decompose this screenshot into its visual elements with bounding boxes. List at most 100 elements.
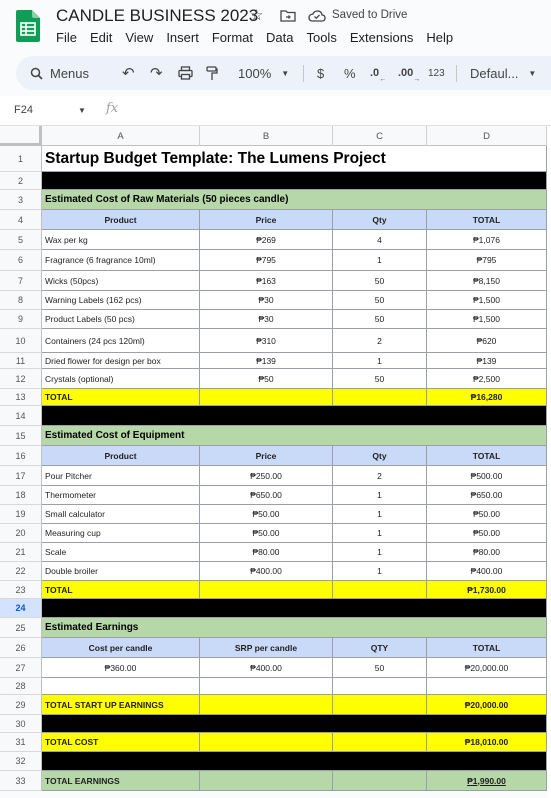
row-header[interactable]: 4 <box>0 210 42 230</box>
increase-decimal-button[interactable]: .00 → <box>398 56 420 90</box>
qty-cell[interactable]: 4 <box>333 230 427 250</box>
section-heading-cell[interactable]: Estimated Cost of Equipment <box>42 426 547 446</box>
column-label-cell[interactable]: TOTAL <box>427 638 547 658</box>
empty-cell[interactable] <box>42 678 200 695</box>
qty-cell[interactable]: 1 <box>333 486 427 505</box>
price-cell[interactable]: ₱310 <box>200 329 333 353</box>
menu-view[interactable]: View <box>125 30 154 45</box>
redo-icon[interactable]: ↷ <box>150 65 163 82</box>
separator-cell[interactable] <box>42 406 547 426</box>
row-header[interactable]: 6 <box>0 250 42 271</box>
menu-help[interactable]: Help <box>426 30 454 45</box>
decrease-decimal-button[interactable]: .0 ← <box>370 56 386 90</box>
percent-format-button[interactable]: % <box>344 65 356 81</box>
price-cell[interactable]: ₱50.00 <box>200 524 333 543</box>
row-header[interactable]: 31 <box>0 733 42 752</box>
column-label-cell[interactable]: Price <box>200 446 333 466</box>
empty-cell[interactable] <box>333 678 427 695</box>
star-icon[interactable]: ☆ <box>250 7 264 24</box>
more-formats-button[interactable]: 123 <box>428 67 445 79</box>
menu-file[interactable]: File <box>56 30 77 45</box>
item-name-cell[interactable]: Containers (24 pcs 120ml) <box>42 329 200 353</box>
row-header[interactable]: 9 <box>0 310 42 329</box>
font-select[interactable]: Defaul... ▼ <box>470 56 536 90</box>
row-header[interactable]: 2 <box>0 172 42 190</box>
price-cell[interactable]: ₱139 <box>200 353 333 369</box>
row-header[interactable]: 28 <box>0 678 42 695</box>
qty-cell[interactable]: 1 <box>333 543 427 562</box>
column-label-cell[interactable]: Product <box>42 210 200 230</box>
empty-cell[interactable] <box>200 389 333 406</box>
total-cell[interactable]: ₱80.00 <box>427 543 547 562</box>
item-name-cell[interactable]: Warning Labels (162 pcs) <box>42 291 200 310</box>
column-header-b[interactable]: B <box>200 126 333 146</box>
total-cell[interactable]: ₱795 <box>427 250 547 271</box>
total-earnings-value-cell[interactable]: ₱1,990.00 <box>427 771 547 791</box>
print-icon[interactable] <box>178 56 193 90</box>
currency-format-button[interactable]: $ <box>317 65 325 81</box>
empty-cell[interactable] <box>333 581 427 599</box>
row-header[interactable]: 11 <box>0 353 42 369</box>
empty-cell[interactable] <box>200 678 333 695</box>
zoom-select[interactable]: 100% ▼ <box>238 56 289 90</box>
item-name-cell[interactable]: Pour Pitcher <box>42 466 200 486</box>
empty-cell[interactable] <box>200 733 333 752</box>
name-box[interactable]: F24 <box>14 104 33 116</box>
row-header[interactable]: 5 <box>0 230 42 250</box>
total-earnings-label-cell[interactable]: TOTAL EARNINGS <box>42 771 200 791</box>
column-label-cell[interactable]: Cost per candle <box>42 638 200 658</box>
section-heading-cell[interactable]: Estimated Earnings <box>42 618 547 638</box>
price-cell[interactable]: ₱250.00 <box>200 466 333 486</box>
select-all-corner[interactable] <box>0 126 42 146</box>
row-header[interactable]: 15 <box>0 426 42 446</box>
section-heading-cell[interactable]: Estimated Cost of Raw Materials (50 piec… <box>42 190 547 210</box>
cost-per-candle-cell[interactable]: ₱360.00 <box>42 658 200 678</box>
total-value-cell[interactable]: ₱18,010.00 <box>427 733 547 752</box>
empty-cell[interactable] <box>333 771 427 791</box>
empty-cell[interactable] <box>200 695 333 715</box>
total-cell[interactable]: ₱139 <box>427 353 547 369</box>
sheets-logo-icon[interactable] <box>16 10 40 42</box>
item-name-cell[interactable]: Dried flower for design per box <box>42 353 200 369</box>
row-header[interactable]: 24 <box>0 599 42 618</box>
total-cell[interactable]: ₱1,500 <box>427 291 547 310</box>
separator-cell[interactable] <box>42 599 547 618</box>
empty-cell[interactable] <box>427 678 547 695</box>
menu-data[interactable]: Data <box>266 30 294 45</box>
price-cell[interactable]: ₱795 <box>200 250 333 271</box>
row-header[interactable]: 14 <box>0 406 42 426</box>
total-label-cell[interactable]: TOTAL <box>42 581 200 599</box>
separator-cell[interactable] <box>42 172 547 190</box>
row-header[interactable]: 17 <box>0 466 42 486</box>
move-to-folder-icon[interactable] <box>280 9 296 22</box>
row-header[interactable]: 19 <box>0 505 42 524</box>
menu-edit[interactable]: Edit <box>89 30 113 45</box>
row-header[interactable]: 3 <box>0 190 42 210</box>
sheet-title-cell[interactable]: Startup Budget Template: The Lumens Proj… <box>42 146 547 172</box>
row-header[interactable]: 20 <box>0 524 42 543</box>
total-cell[interactable]: ₱2,500 <box>427 369 547 389</box>
row-header[interactable]: 10 <box>0 329 42 353</box>
srp-cell[interactable]: ₱400.00 <box>200 658 333 678</box>
total-value-cell[interactable]: ₱16,280 <box>427 389 547 406</box>
empty-cell[interactable] <box>200 581 333 599</box>
column-header-a[interactable]: A <box>42 126 200 146</box>
row-header[interactable]: 1 <box>0 146 42 172</box>
price-cell[interactable]: ₱30 <box>200 310 333 329</box>
qty-cell[interactable]: 1 <box>333 562 427 581</box>
item-name-cell[interactable]: Wax per kg <box>42 230 200 250</box>
empty-cell[interactable] <box>200 771 333 791</box>
paint-format-icon[interactable] <box>206 56 218 90</box>
total-label-cell[interactable]: TOTAL COST <box>42 733 200 752</box>
menu-format[interactable]: Format <box>211 30 253 45</box>
qty-cell[interactable]: 2 <box>333 329 427 353</box>
column-header-c[interactable]: C <box>333 126 427 146</box>
row-header[interactable]: 32 <box>0 752 42 771</box>
total-label-cell[interactable]: TOTAL START UP EARNINGS <box>42 695 200 715</box>
column-label-cell[interactable]: Qty <box>333 446 427 466</box>
column-label-cell[interactable]: SRP per candle <box>200 638 333 658</box>
document-title[interactable]: CANDLE BUSINESS 2023 <box>56 6 259 25</box>
row-header[interactable]: 33 <box>0 771 42 791</box>
qty-cell[interactable]: 50 <box>333 310 427 329</box>
column-label-cell[interactable]: Qty <box>333 210 427 230</box>
